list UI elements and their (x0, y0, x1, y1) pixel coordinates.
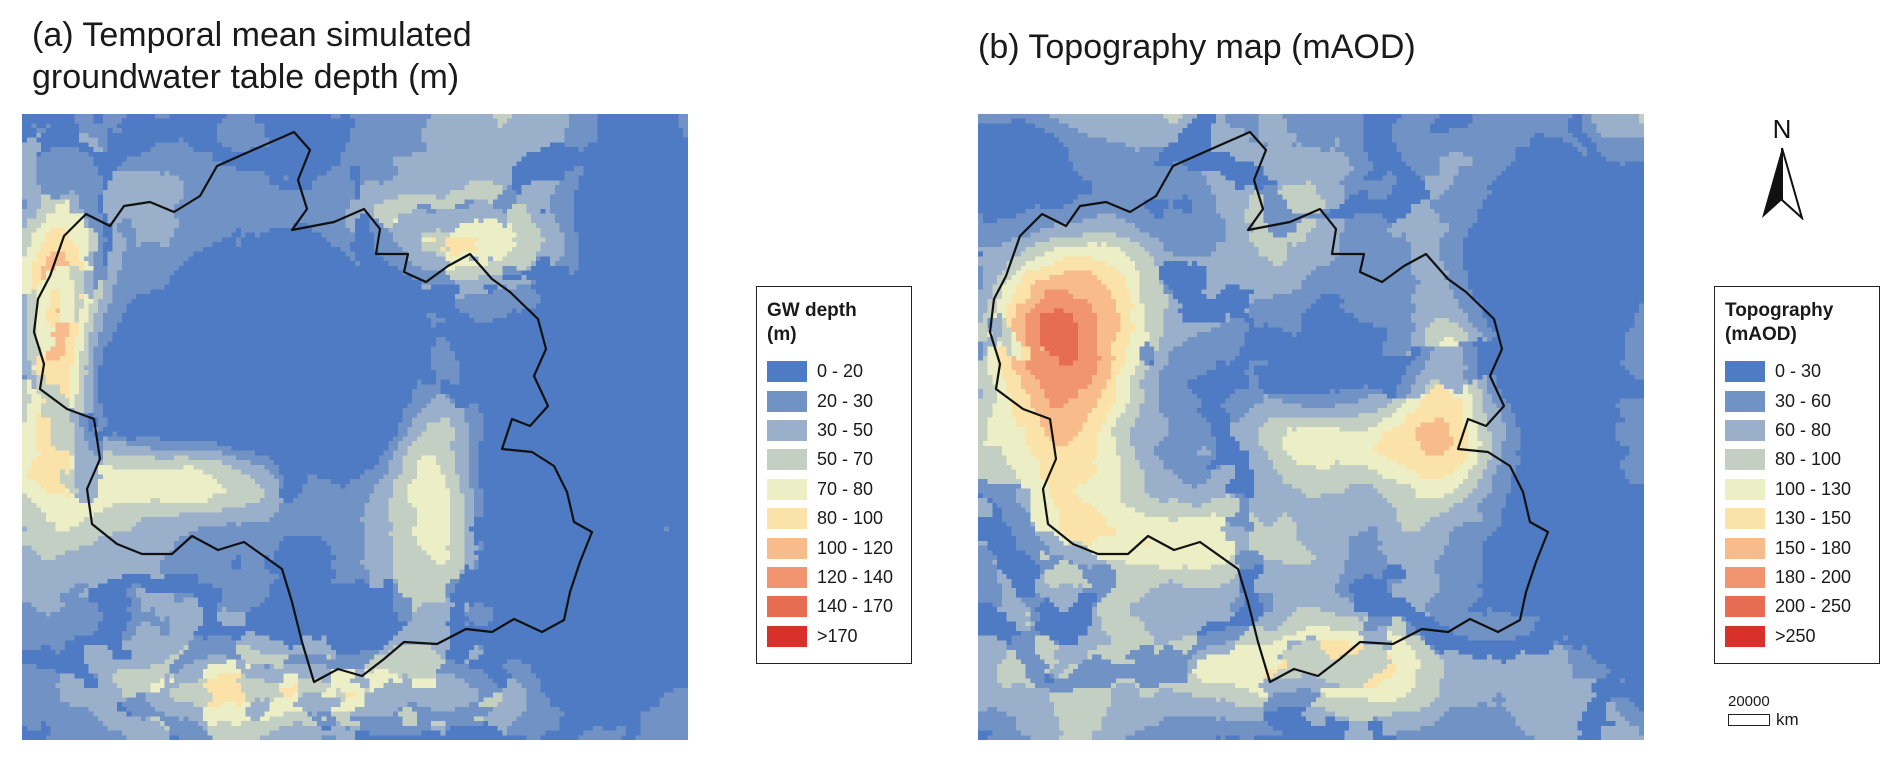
legend-swatch (1725, 478, 1765, 500)
legend-label: 140 - 170 (817, 596, 894, 617)
gw-depth-raster (22, 114, 688, 740)
legend-item: 20 - 30 (767, 386, 901, 415)
legend-title-line2: (m) (767, 324, 797, 345)
legend-label: 130 - 150 (1775, 508, 1852, 529)
catchment-boundary-b (988, 130, 1550, 684)
gw-depth-legend-items: 0 - 20 20 - 30 30 - 50 50 - 70 70 - 80 80 - 1… (767, 357, 901, 651)
legend-swatch (1725, 537, 1765, 559)
scale-bar-value: 20000 (1728, 693, 1770, 710)
legend-label: 80 - 100 (817, 508, 884, 529)
legend-label: 0 - 20 (817, 361, 864, 382)
legend-item: 50 - 70 (767, 445, 901, 474)
legend-item: 80 - 100 (767, 504, 901, 533)
legend-title-line2: (mAOD) (1725, 324, 1797, 345)
north-arrow-icon: N (1762, 114, 1804, 220)
legend-swatch (1725, 419, 1765, 441)
legend-swatch (1725, 449, 1765, 471)
legend-swatch (1725, 508, 1765, 530)
legend-label: 100 - 130 (1775, 478, 1852, 499)
legend-swatch (767, 596, 807, 618)
legend-label: 50 - 70 (817, 449, 874, 470)
panel-a-title-line1: (a) Temporal mean simulated (32, 16, 472, 54)
legend-item: 80 - 100 (1725, 445, 1869, 474)
panel-b-title: (b) Topography map (mAOD) (978, 28, 1416, 66)
legend-swatch (767, 390, 807, 412)
legend-item: 70 - 80 (767, 475, 901, 504)
north-arrow-label: N (1773, 114, 1792, 144)
topography-legend-items: 0 - 30 30 - 60 60 - 80 80 - 100 100 - 130 130… (1725, 357, 1869, 651)
legend-item: >170 (767, 622, 901, 651)
legend-label: 120 - 140 (817, 566, 894, 587)
legend-item: 60 - 80 (1725, 416, 1869, 445)
legend-item: 30 - 60 (1725, 386, 1869, 415)
topography-legend-title: Topography (mAOD) (1725, 299, 1869, 347)
topography-raster (978, 114, 1644, 740)
legend-swatch (1725, 361, 1765, 383)
legend-label: >250 (1775, 625, 1816, 646)
legend-label: 60 - 80 (1775, 419, 1832, 440)
legend-label: 80 - 100 (1775, 449, 1842, 470)
legend-item: >250 (1725, 622, 1869, 651)
panel-a-title-line2: groundwater table depth (m) (32, 58, 460, 96)
legend-item: 30 - 50 (767, 416, 901, 445)
legend-label: 20 - 30 (817, 390, 874, 411)
legend-item: 130 - 150 (1725, 504, 1869, 533)
legend-swatch (767, 449, 807, 471)
legend-swatch (1725, 390, 1765, 412)
legend-swatch (1725, 625, 1765, 647)
panel-a-title: (a) Temporal mean simulated groundwater … (32, 14, 472, 98)
legend-item: 100 - 130 (1725, 475, 1869, 504)
legend-title-line1: GW depth (767, 300, 857, 321)
legend-item: 0 - 30 (1725, 357, 1869, 386)
legend-swatch (767, 361, 807, 383)
legend-label: 180 - 200 (1775, 566, 1852, 587)
scale-bar: 20000 km (1728, 694, 1799, 730)
legend-swatch (767, 537, 807, 559)
gw-depth-legend: GW depth (m) 0 - 20 20 - 30 30 - 50 50 - 70… (756, 286, 912, 664)
legend-swatch (767, 478, 807, 500)
scale-bar-unit: km (1776, 710, 1799, 729)
legend-item: 150 - 180 (1725, 533, 1869, 562)
legend-item: 100 - 120 (767, 533, 901, 562)
legend-swatch (767, 566, 807, 588)
legend-label: >170 (817, 625, 858, 646)
legend-label: 30 - 50 (817, 419, 874, 440)
legend-label: 0 - 30 (1775, 361, 1822, 382)
topography-map (978, 114, 1644, 740)
legend-label: 200 - 250 (1775, 596, 1852, 617)
legend-swatch (1725, 566, 1765, 588)
legend-label: 30 - 60 (1775, 390, 1832, 411)
legend-label: 150 - 180 (1775, 537, 1852, 558)
legend-swatch (767, 508, 807, 530)
topography-legend: Topography (mAOD) 0 - 30 30 - 60 60 - 80 80… (1714, 286, 1880, 664)
legend-item: 180 - 200 (1725, 563, 1869, 592)
scale-bar-box (1728, 714, 1770, 726)
legend-label: 100 - 120 (817, 537, 894, 558)
legend-item: 0 - 20 (767, 357, 901, 386)
legend-swatch (1725, 596, 1765, 618)
north-arrow-light-half (1781, 147, 1804, 220)
north-arrow-dark-half (1762, 148, 1782, 218)
catchment-boundary-a (32, 130, 594, 684)
legend-item: 200 - 250 (1725, 592, 1869, 621)
legend-swatch (767, 625, 807, 647)
legend-swatch (767, 419, 807, 441)
legend-title-line1: Topography (1725, 300, 1834, 321)
legend-item: 140 - 170 (767, 592, 901, 621)
legend-label: 70 - 80 (817, 478, 874, 499)
gw-depth-legend-title: GW depth (m) (767, 299, 901, 347)
gw-depth-map (22, 114, 688, 740)
legend-item: 120 - 140 (767, 563, 901, 592)
